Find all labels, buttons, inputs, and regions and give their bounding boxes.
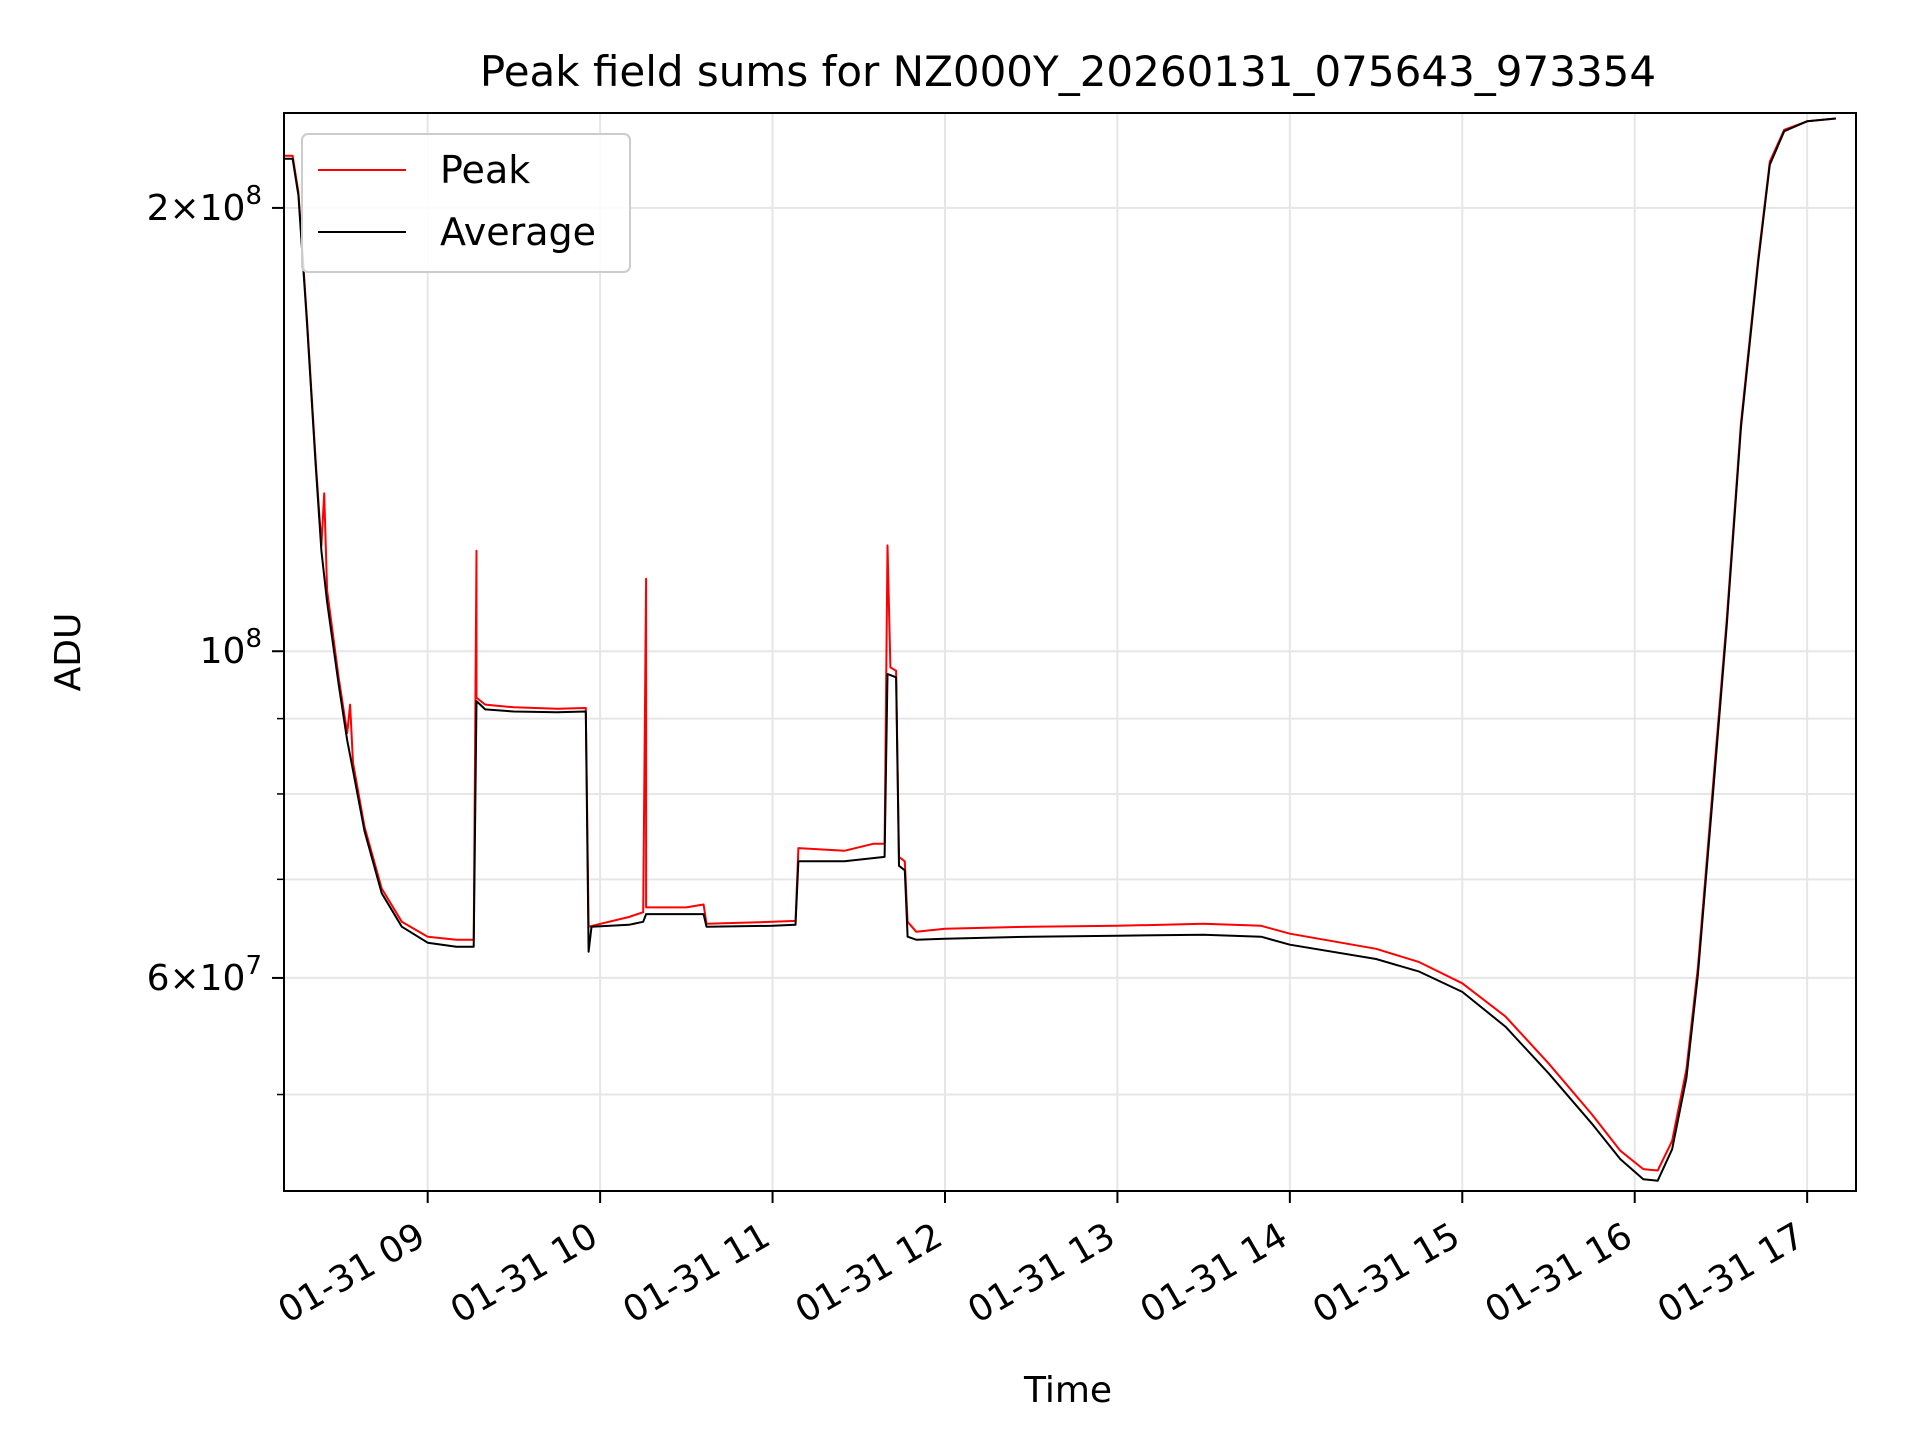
chart-title: Peak field sums for NZ000Y_20260131_0756…	[480, 47, 1656, 96]
y-tick-label: 108	[200, 624, 262, 672]
y-tick-label: 6×107	[147, 951, 262, 999]
plot-lines	[284, 117, 1836, 1182]
y-tick-label: 2×108	[147, 181, 262, 229]
y-axis: 6×107 108 2×108	[147, 181, 284, 1096]
x-axis-label: Time	[1023, 1370, 1112, 1411]
series-line-peak	[284, 117, 1836, 1172]
legend-label-average: Average	[440, 210, 596, 254]
legend-box	[301, 133, 631, 273]
series-line-average	[284, 117, 1836, 1182]
y-axis-label: ADU	[48, 613, 89, 692]
legend: Peak Average	[301, 133, 631, 273]
legend-label-peak: Peak	[440, 148, 530, 192]
